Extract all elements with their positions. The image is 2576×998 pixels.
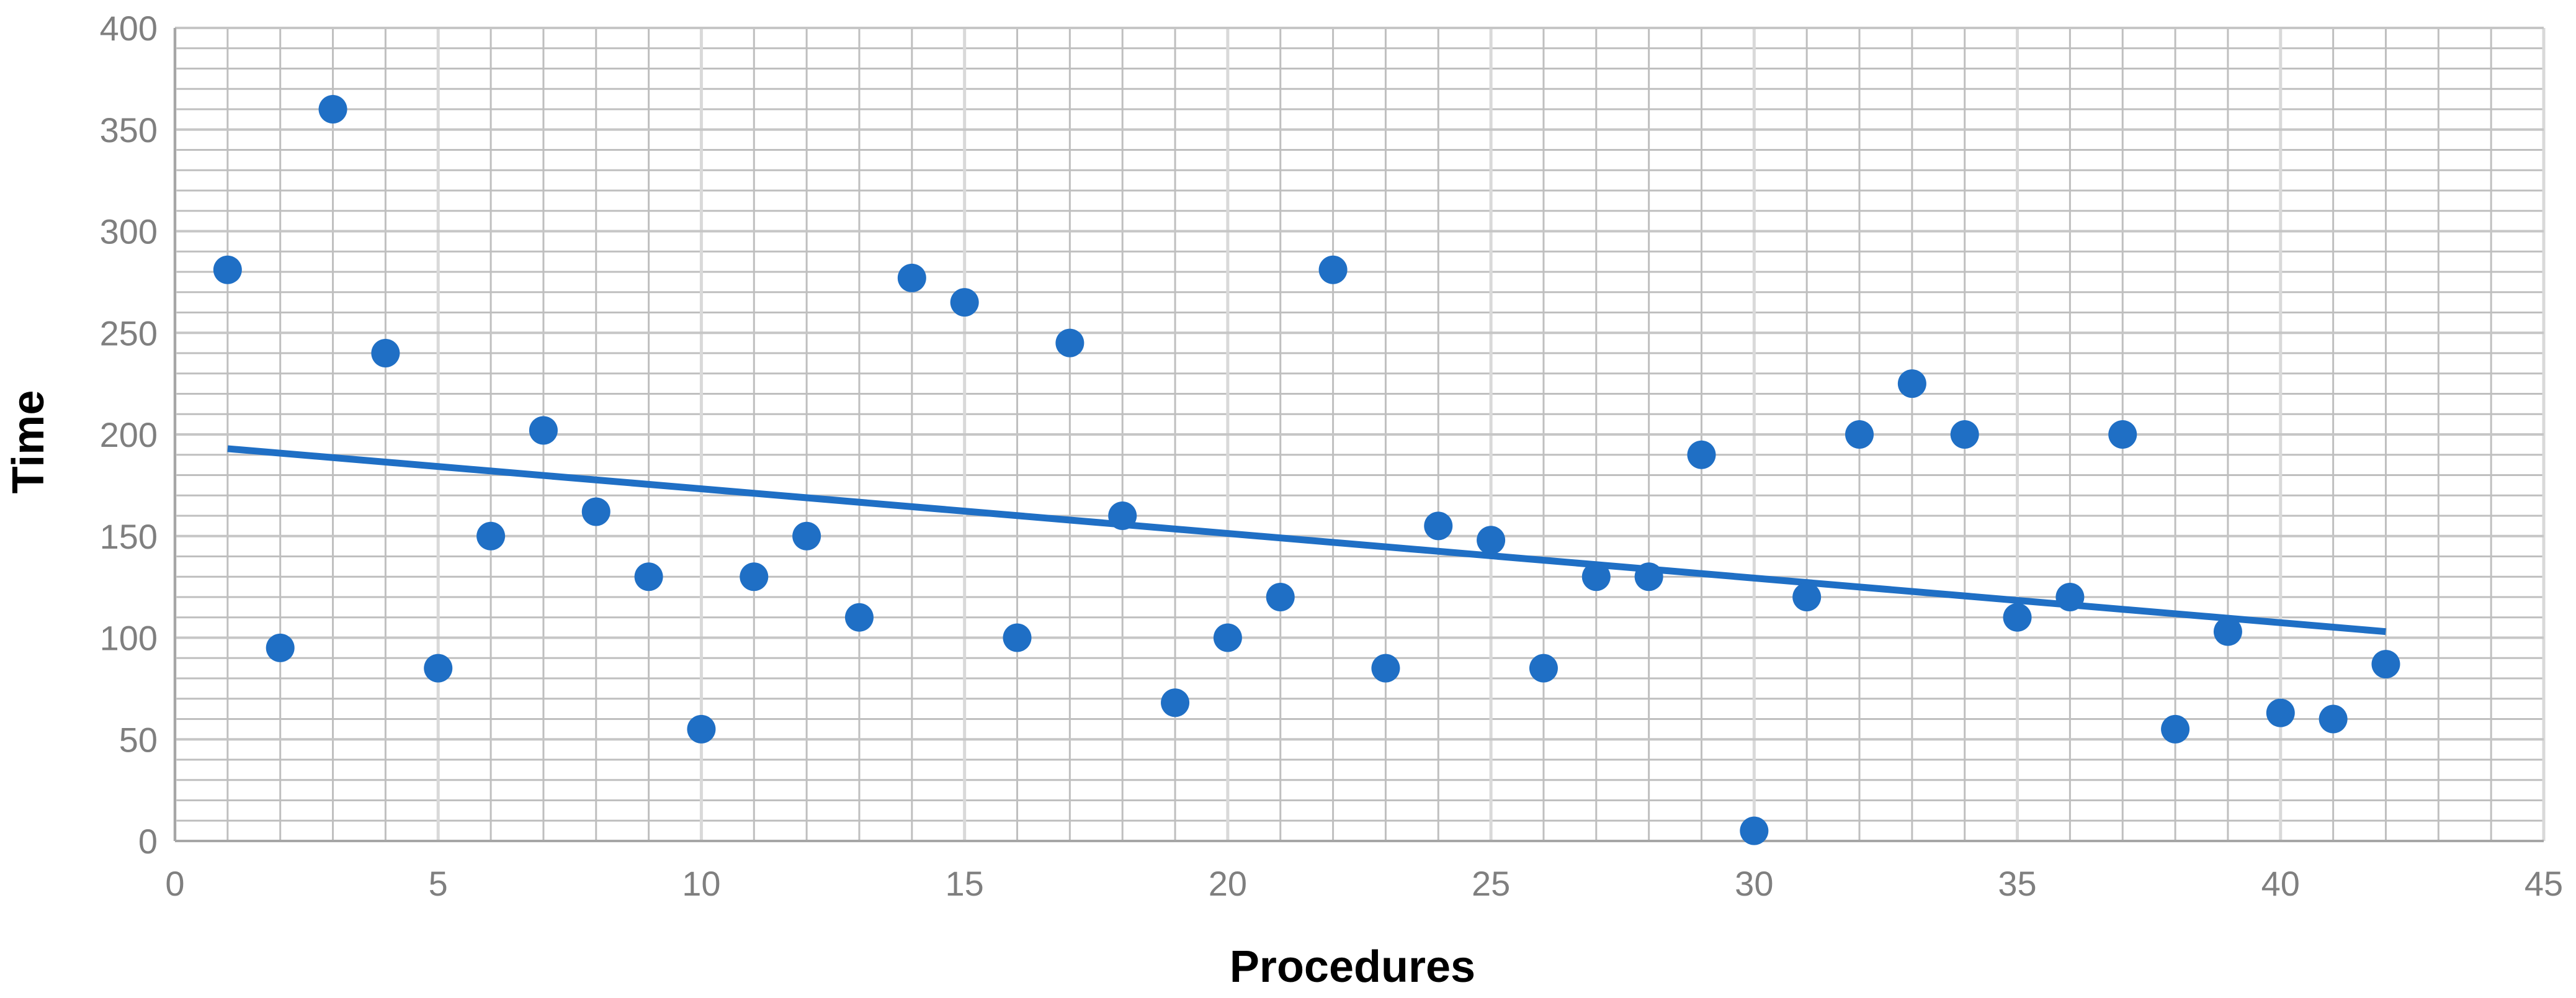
data-point <box>1213 623 1242 652</box>
data-point <box>1161 688 1190 717</box>
data-point <box>2319 704 2348 734</box>
data-point <box>1792 583 1822 611</box>
data-point <box>371 339 400 367</box>
data-point <box>1687 440 1716 469</box>
y-tick-label: 250 <box>100 313 158 353</box>
y-tick-label: 100 <box>100 619 158 658</box>
y-tick-label: 200 <box>100 415 158 454</box>
x-tick-label: 35 <box>1998 864 2036 903</box>
data-point <box>740 562 769 591</box>
y-tick-label: 150 <box>100 517 158 556</box>
data-point <box>950 288 979 317</box>
data-point <box>1003 623 1032 652</box>
data-point <box>1845 420 1874 449</box>
x-tick-labels: 0 5 10 15 20 25 30 35 40 45 <box>165 864 2563 903</box>
data-point <box>634 562 663 591</box>
data-point <box>2266 698 2295 727</box>
trendline <box>227 445 2386 636</box>
x-tick-label: 40 <box>2261 864 2300 903</box>
data-point <box>2213 617 2242 646</box>
data-point <box>1634 562 1663 591</box>
data-point <box>1581 562 1611 591</box>
data-point <box>2371 650 2400 679</box>
data-point <box>1897 369 1926 398</box>
y-tick-labels: 0 50 100 150 200 250 300 350 400 <box>100 9 158 861</box>
x-tick-label: 15 <box>946 864 984 903</box>
data-point <box>2108 420 2137 449</box>
data-point <box>1318 255 1348 284</box>
data-point <box>476 521 506 551</box>
data-point <box>1477 526 1506 555</box>
data-points <box>213 95 2400 845</box>
data-point <box>1740 816 1769 845</box>
data-point <box>266 633 295 662</box>
data-point <box>424 654 453 683</box>
data-point <box>2161 714 2190 744</box>
data-point <box>581 497 610 526</box>
data-point <box>1424 511 1453 541</box>
x-tick-label: 20 <box>1209 864 1247 903</box>
data-point <box>844 603 874 632</box>
data-point <box>1950 420 1979 449</box>
y-tick-label: 400 <box>100 9 158 48</box>
data-point <box>529 416 558 445</box>
data-point <box>1371 654 1400 683</box>
y-axis-title: Time <box>4 390 53 494</box>
x-tick-label: 30 <box>1735 864 1773 903</box>
data-point <box>1266 583 1295 611</box>
x-axis-title: Procedures <box>1230 942 1475 992</box>
data-point <box>792 521 821 551</box>
x-tick-label: 25 <box>1472 864 1510 903</box>
y-tick-label: 350 <box>100 110 158 150</box>
data-point <box>1108 501 1137 530</box>
x-tick-label: 0 <box>165 864 184 903</box>
x-tick-label: 5 <box>429 864 448 903</box>
y-tick-label: 0 <box>138 822 158 861</box>
data-point <box>1529 654 1558 683</box>
data-point <box>897 263 926 292</box>
data-point <box>2055 583 2085 611</box>
y-tick-label: 50 <box>119 720 158 759</box>
data-point <box>318 95 347 124</box>
data-point <box>213 255 242 284</box>
x-tick-label: 10 <box>682 864 720 903</box>
trendline-group <box>227 445 2386 636</box>
x-tick-label: 45 <box>2525 864 2563 903</box>
axes <box>174 28 2544 842</box>
y-tick-label: 300 <box>100 212 158 251</box>
data-point <box>2003 603 2032 632</box>
data-point <box>687 714 716 744</box>
data-point <box>1055 328 1085 357</box>
